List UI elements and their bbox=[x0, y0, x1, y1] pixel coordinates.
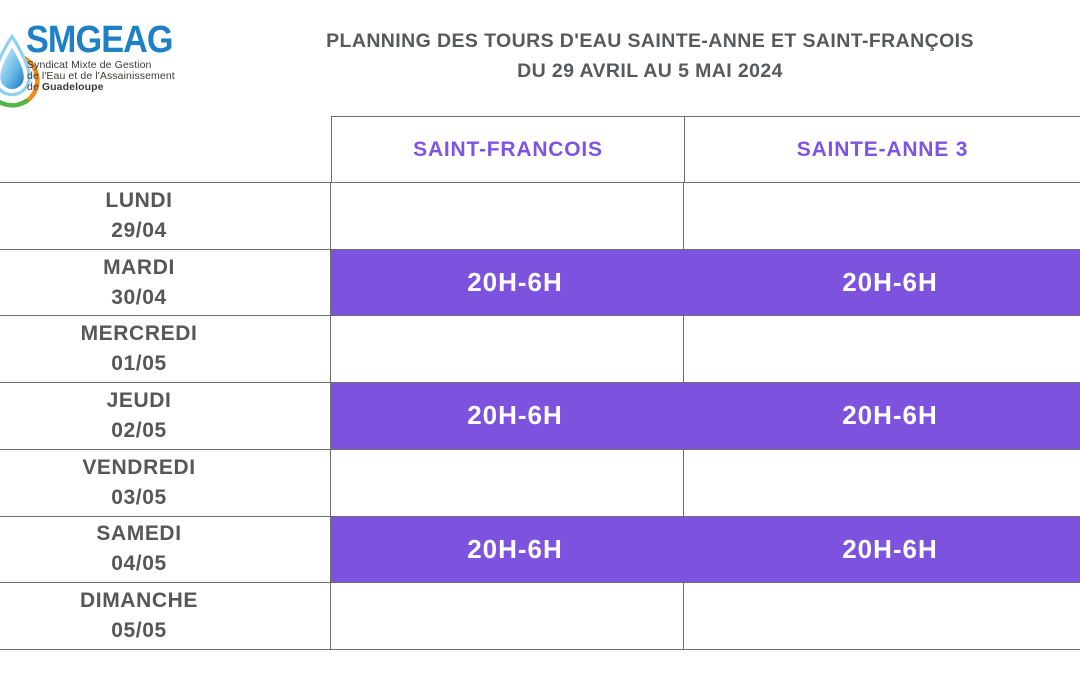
column-header-sainte-anne-3: SAINTE-ANNE 3 bbox=[796, 137, 969, 161]
table-row-vendredi: VENDREDI 03/05 bbox=[0, 449, 1080, 517]
day-name: DIMANCHE bbox=[80, 589, 198, 613]
logo-subtitle-line1: Syndicat Mixte de Gestion bbox=[27, 59, 152, 71]
schedule-cell-sainte-anne-3: 20H-6H bbox=[684, 516, 1080, 583]
day-date: 05/05 bbox=[111, 619, 167, 643]
table-body: LUNDI 29/04 MARDI 30/04 20H-6H 20H-6H bbox=[0, 182, 1080, 650]
day-date: 01/05 bbox=[111, 352, 167, 376]
logo-subtitle-line3-bold: Guadeloupe bbox=[41, 80, 104, 93]
schedule-cell-saint-francois bbox=[331, 183, 684, 249]
table-row-mardi: MARDI 30/04 20H-6H 20H-6H bbox=[0, 249, 1080, 317]
schedule-time: 20H-6H bbox=[842, 267, 938, 298]
schedule-time: 20H-6H bbox=[842, 400, 938, 431]
table-row-samedi: SAMEDI 04/05 20H-6H 20H-6H bbox=[0, 516, 1080, 584]
schedule-time: 20H-6H bbox=[467, 533, 563, 564]
page-title: PLANNING DES TOURS D'EAU SAINTE-ANNE ET … bbox=[220, 26, 1080, 86]
day-cell: DIMANCHE 05/05 bbox=[0, 583, 331, 649]
day-cell: JEUDI 02/05 bbox=[0, 383, 331, 449]
day-cell: MERCREDI 01/05 bbox=[0, 316, 331, 383]
day-name: MERCREDI bbox=[80, 322, 198, 346]
schedule-cell-sainte-anne-3: 20H-6H bbox=[684, 249, 1080, 316]
logo-name: SMGEAG bbox=[26, 19, 174, 61]
day-cell: VENDREDI 03/05 bbox=[0, 449, 331, 516]
table-row-jeudi: JEUDI 02/05 20H-6H 20H-6H bbox=[0, 383, 1080, 450]
schedule-cell-saint-francois: 20H-6H bbox=[331, 516, 684, 583]
logo-subtitle: Syndicat Mixte de Gestion de l'Eau et de… bbox=[27, 60, 175, 92]
schedule-cell-saint-francois bbox=[331, 449, 684, 516]
day-date: 03/05 bbox=[111, 485, 167, 509]
schedule-cell-sainte-anne-3 bbox=[684, 316, 1080, 382]
logo-subtitle-line3: de Guadeloupe bbox=[27, 80, 175, 93]
day-name: LUNDI bbox=[105, 188, 173, 212]
day-date: 02/05 bbox=[111, 418, 167, 442]
day-name: MARDI bbox=[103, 255, 175, 279]
logo-subtitle-line2: de l'Eau et de l'Assainissement bbox=[27, 69, 175, 82]
day-cell: SAMEDI 04/05 bbox=[0, 516, 331, 583]
day-name: VENDREDI bbox=[82, 455, 196, 479]
schedule-time: 20H-6H bbox=[467, 400, 563, 431]
schedule-cell-saint-francois bbox=[331, 583, 684, 649]
schedule-time: 20H-6H bbox=[467, 267, 563, 298]
day-name: JEUDI bbox=[106, 388, 172, 412]
schedule-cell-sainte-anne-3 bbox=[684, 583, 1080, 649]
water-drop-logo-icon bbox=[0, 33, 40, 108]
table-column-headers: SAINT-FRANCOIS SAINTE-ANNE 3 bbox=[331, 116, 1080, 182]
schedule-cell-saint-francois bbox=[331, 316, 684, 383]
day-date: 04/05 bbox=[111, 552, 167, 576]
logo-subtitle-line3-normal: de bbox=[27, 80, 42, 93]
table-row-lundi: LUNDI 29/04 bbox=[0, 183, 1080, 250]
page-title-line1: PLANNING DES TOURS D'EAU SAINTE-ANNE ET … bbox=[326, 30, 974, 52]
table-row-mercredi: MERCREDI 01/05 bbox=[0, 316, 1080, 384]
day-date: 29/04 bbox=[111, 218, 167, 242]
schedule-cell-sainte-anne-3 bbox=[684, 450, 1080, 516]
day-cell: LUNDI 29/04 bbox=[0, 183, 331, 249]
column-header-saint-francois: SAINT-FRANCOIS bbox=[332, 117, 685, 182]
day-name: SAMEDI bbox=[96, 522, 182, 546]
schedule-cell-sainte-anne-3: 20H-6H bbox=[684, 383, 1080, 449]
page-title-line2: DU 29 AVRIL AU 5 MAI 2024 bbox=[517, 60, 783, 82]
schedule-cell-saint-francois: 20H-6H bbox=[331, 383, 684, 449]
day-cell: MARDI 30/04 bbox=[0, 249, 331, 316]
day-date: 30/04 bbox=[111, 285, 167, 309]
table-row-dimanche: DIMANCHE 05/05 bbox=[0, 583, 1080, 650]
schedule-cell-sainte-anne-3 bbox=[684, 183, 1080, 249]
schedule-time: 20H-6H bbox=[842, 533, 938, 564]
schedule-cell-saint-francois: 20H-6H bbox=[331, 249, 684, 316]
